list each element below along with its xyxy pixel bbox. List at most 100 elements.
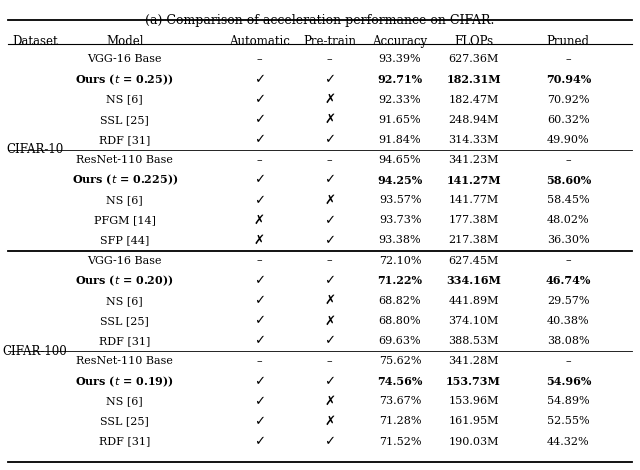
Text: 161.95M: 161.95M [449, 416, 499, 426]
Text: 314.33M: 314.33M [449, 135, 499, 145]
Text: 93.39%: 93.39% [379, 55, 421, 64]
Text: 70.92%: 70.92% [547, 94, 589, 105]
Text: 48.02%: 48.02% [547, 215, 589, 225]
Text: 190.03M: 190.03M [449, 437, 499, 446]
Text: 36.30%: 36.30% [547, 235, 589, 245]
Text: ✓: ✓ [253, 73, 265, 86]
Text: CIFAR-10: CIFAR-10 [6, 143, 64, 157]
Text: ✓: ✓ [253, 435, 265, 448]
Text: ✓: ✓ [253, 335, 265, 347]
Text: Pre-train: Pre-train [303, 35, 356, 48]
Text: FLOPs: FLOPs [454, 35, 493, 48]
Text: 29.57%: 29.57% [547, 296, 589, 306]
Text: ✗: ✗ [324, 415, 335, 428]
Text: 72.10%: 72.10% [379, 256, 421, 266]
Text: 153.96M: 153.96M [449, 396, 499, 407]
Text: Dataset: Dataset [12, 35, 58, 48]
Text: VGG-16 Base: VGG-16 Base [88, 256, 162, 266]
Text: 217.38M: 217.38M [449, 235, 499, 245]
Text: PFGM [14]: PFGM [14] [94, 215, 156, 225]
Text: –: – [257, 256, 262, 266]
Text: 93.57%: 93.57% [379, 195, 421, 205]
Text: 182.47M: 182.47M [449, 94, 499, 105]
Text: ✗: ✗ [324, 395, 335, 408]
Text: 93.73%: 93.73% [379, 215, 421, 225]
Text: –: – [566, 155, 571, 165]
Text: 54.96%: 54.96% [546, 376, 591, 387]
Text: ✓: ✓ [324, 274, 335, 287]
Text: RDF [31]: RDF [31] [99, 437, 150, 446]
Text: 74.56%: 74.56% [378, 376, 422, 387]
Text: 153.73M: 153.73M [446, 376, 501, 387]
Text: 388.53M: 388.53M [449, 336, 499, 346]
Text: 71.22%: 71.22% [378, 275, 422, 286]
Text: 93.38%: 93.38% [379, 235, 421, 245]
Text: NS [6]: NS [6] [106, 296, 143, 306]
Text: 341.28M: 341.28M [449, 356, 499, 366]
Text: 70.94%: 70.94% [546, 74, 591, 85]
Text: 46.74%: 46.74% [546, 275, 591, 286]
Text: 248.94M: 248.94M [449, 115, 499, 125]
Text: ResNet-110 Base: ResNet-110 Base [76, 356, 173, 366]
Text: Pruned: Pruned [547, 35, 590, 48]
Text: 58.60%: 58.60% [546, 174, 591, 186]
Text: SSL [25]: SSL [25] [100, 416, 149, 426]
Text: ✓: ✓ [253, 173, 265, 187]
Text: 177.38M: 177.38M [449, 215, 499, 225]
Text: ✓: ✓ [253, 314, 265, 328]
Text: 341.23M: 341.23M [449, 155, 499, 165]
Text: CIFAR-100: CIFAR-100 [3, 345, 68, 358]
Text: ✓: ✓ [253, 113, 265, 126]
Text: ✓: ✓ [324, 133, 335, 146]
Text: ✓: ✓ [253, 93, 265, 106]
Text: NS [6]: NS [6] [106, 94, 143, 105]
Text: VGG-16 Base: VGG-16 Base [88, 55, 162, 64]
Text: ✓: ✓ [253, 274, 265, 287]
Text: ✓: ✓ [253, 133, 265, 146]
Text: NS [6]: NS [6] [106, 396, 143, 407]
Text: 94.25%: 94.25% [378, 174, 422, 186]
Text: 92.33%: 92.33% [379, 94, 421, 105]
Text: ✓: ✓ [253, 395, 265, 408]
Text: RDF [31]: RDF [31] [99, 135, 150, 145]
Text: 38.08%: 38.08% [547, 336, 589, 346]
Text: 627.36M: 627.36M [449, 55, 499, 64]
Text: Ours ($t$ = 0.19)): Ours ($t$ = 0.19)) [76, 374, 174, 389]
Text: 60.32%: 60.32% [547, 115, 589, 125]
Text: 374.10M: 374.10M [449, 316, 499, 326]
Text: 334.16M: 334.16M [446, 275, 501, 286]
Text: 71.28%: 71.28% [379, 416, 421, 426]
Text: 40.38%: 40.38% [547, 316, 589, 326]
Text: –: – [327, 256, 332, 266]
Text: ✗: ✗ [324, 194, 335, 207]
Text: SFP [44]: SFP [44] [100, 235, 150, 245]
Text: 54.89%: 54.89% [547, 396, 589, 407]
Text: Model: Model [106, 35, 143, 48]
Text: ✓: ✓ [253, 415, 265, 428]
Text: ✓: ✓ [324, 173, 335, 187]
Text: 141.27M: 141.27M [446, 174, 501, 186]
Text: –: – [566, 256, 571, 266]
Text: 44.32%: 44.32% [547, 437, 589, 446]
Text: NS [6]: NS [6] [106, 195, 143, 205]
Text: 94.65%: 94.65% [379, 155, 421, 165]
Text: ✗: ✗ [253, 234, 265, 247]
Text: 73.67%: 73.67% [379, 396, 421, 407]
Text: ✓: ✓ [253, 294, 265, 307]
Text: ✓: ✓ [324, 435, 335, 448]
Text: 627.45M: 627.45M [449, 256, 499, 266]
Text: 69.63%: 69.63% [379, 336, 421, 346]
Text: 92.71%: 92.71% [378, 74, 422, 85]
Text: –: – [566, 356, 571, 366]
Text: ✗: ✗ [324, 113, 335, 126]
Text: –: – [327, 356, 332, 366]
Text: –: – [327, 155, 332, 165]
Text: 182.31M: 182.31M [446, 74, 501, 85]
Text: 75.62%: 75.62% [379, 356, 421, 366]
Text: 52.55%: 52.55% [547, 416, 589, 426]
Text: ✓: ✓ [324, 375, 335, 388]
Text: 49.90%: 49.90% [547, 135, 589, 145]
Text: –: – [257, 356, 262, 366]
Text: Ours ($t$ = 0.20)): Ours ($t$ = 0.20)) [76, 274, 174, 288]
Text: ✓: ✓ [324, 234, 335, 247]
